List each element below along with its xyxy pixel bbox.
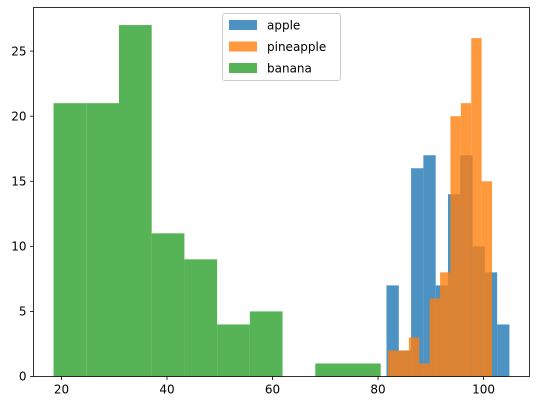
legend: apple pineapple banana <box>222 13 341 81</box>
bar-pineapple-2 <box>408 337 420 377</box>
legend-label-banana: banana <box>267 62 312 76</box>
bar-banana-4 <box>184 259 218 377</box>
bar-pineapple-4 <box>429 298 441 377</box>
y-axis: 0 5 10 15 20 25 <box>11 44 34 384</box>
x-tick-label-0: 20 <box>54 383 69 397</box>
bar-banana-1 <box>86 103 119 377</box>
x-tick-label-2: 60 <box>265 383 280 397</box>
legend-swatch-apple <box>229 20 257 30</box>
y-tick-label-4: 20 <box>11 109 26 123</box>
y-tick-label-0: 0 <box>19 370 27 384</box>
bar-banana-0 <box>53 103 87 377</box>
bar-banana-8 <box>315 363 348 377</box>
bar-apple-2 <box>411 168 424 377</box>
bar-pineapple-5 <box>440 272 451 377</box>
legend-swatch-banana <box>229 63 257 73</box>
bar-pineapple-7 <box>460 103 472 377</box>
legend-swatch-pineapple <box>229 41 257 52</box>
bar-banana-3 <box>151 233 185 377</box>
x-tick-label-1: 40 <box>159 383 174 397</box>
legend-label-apple: apple <box>267 19 300 33</box>
y-tick-label-2: 10 <box>11 240 26 254</box>
bar-banana-9 <box>347 363 381 377</box>
plot-frame <box>33 7 530 377</box>
bar-banana-5 <box>217 324 250 377</box>
y-tick-label-1: 5 <box>19 305 27 319</box>
x-tick-label-4: 100 <box>472 383 495 397</box>
bar-pineapple-3 <box>419 363 430 377</box>
bar-pineapple-6 <box>450 116 461 377</box>
bar-pineapple-0 <box>388 350 399 377</box>
bar-pineapple-9 <box>481 181 493 377</box>
bars-layer <box>53 25 510 377</box>
bar-banana-6 <box>249 311 283 377</box>
y-tick-label-3: 15 <box>11 174 26 188</box>
bar-banana-2 <box>118 25 152 377</box>
x-tick-label-3: 80 <box>370 383 385 397</box>
bar-pineapple-1 <box>398 350 409 377</box>
bar-apple-9 <box>497 324 510 377</box>
bar-pineapple-8 <box>471 38 482 377</box>
legend-label-pineapple: pineapple <box>267 40 326 54</box>
y-tick-label-5: 25 <box>11 44 26 58</box>
x-axis: 20 40 60 80 100 <box>54 376 495 397</box>
